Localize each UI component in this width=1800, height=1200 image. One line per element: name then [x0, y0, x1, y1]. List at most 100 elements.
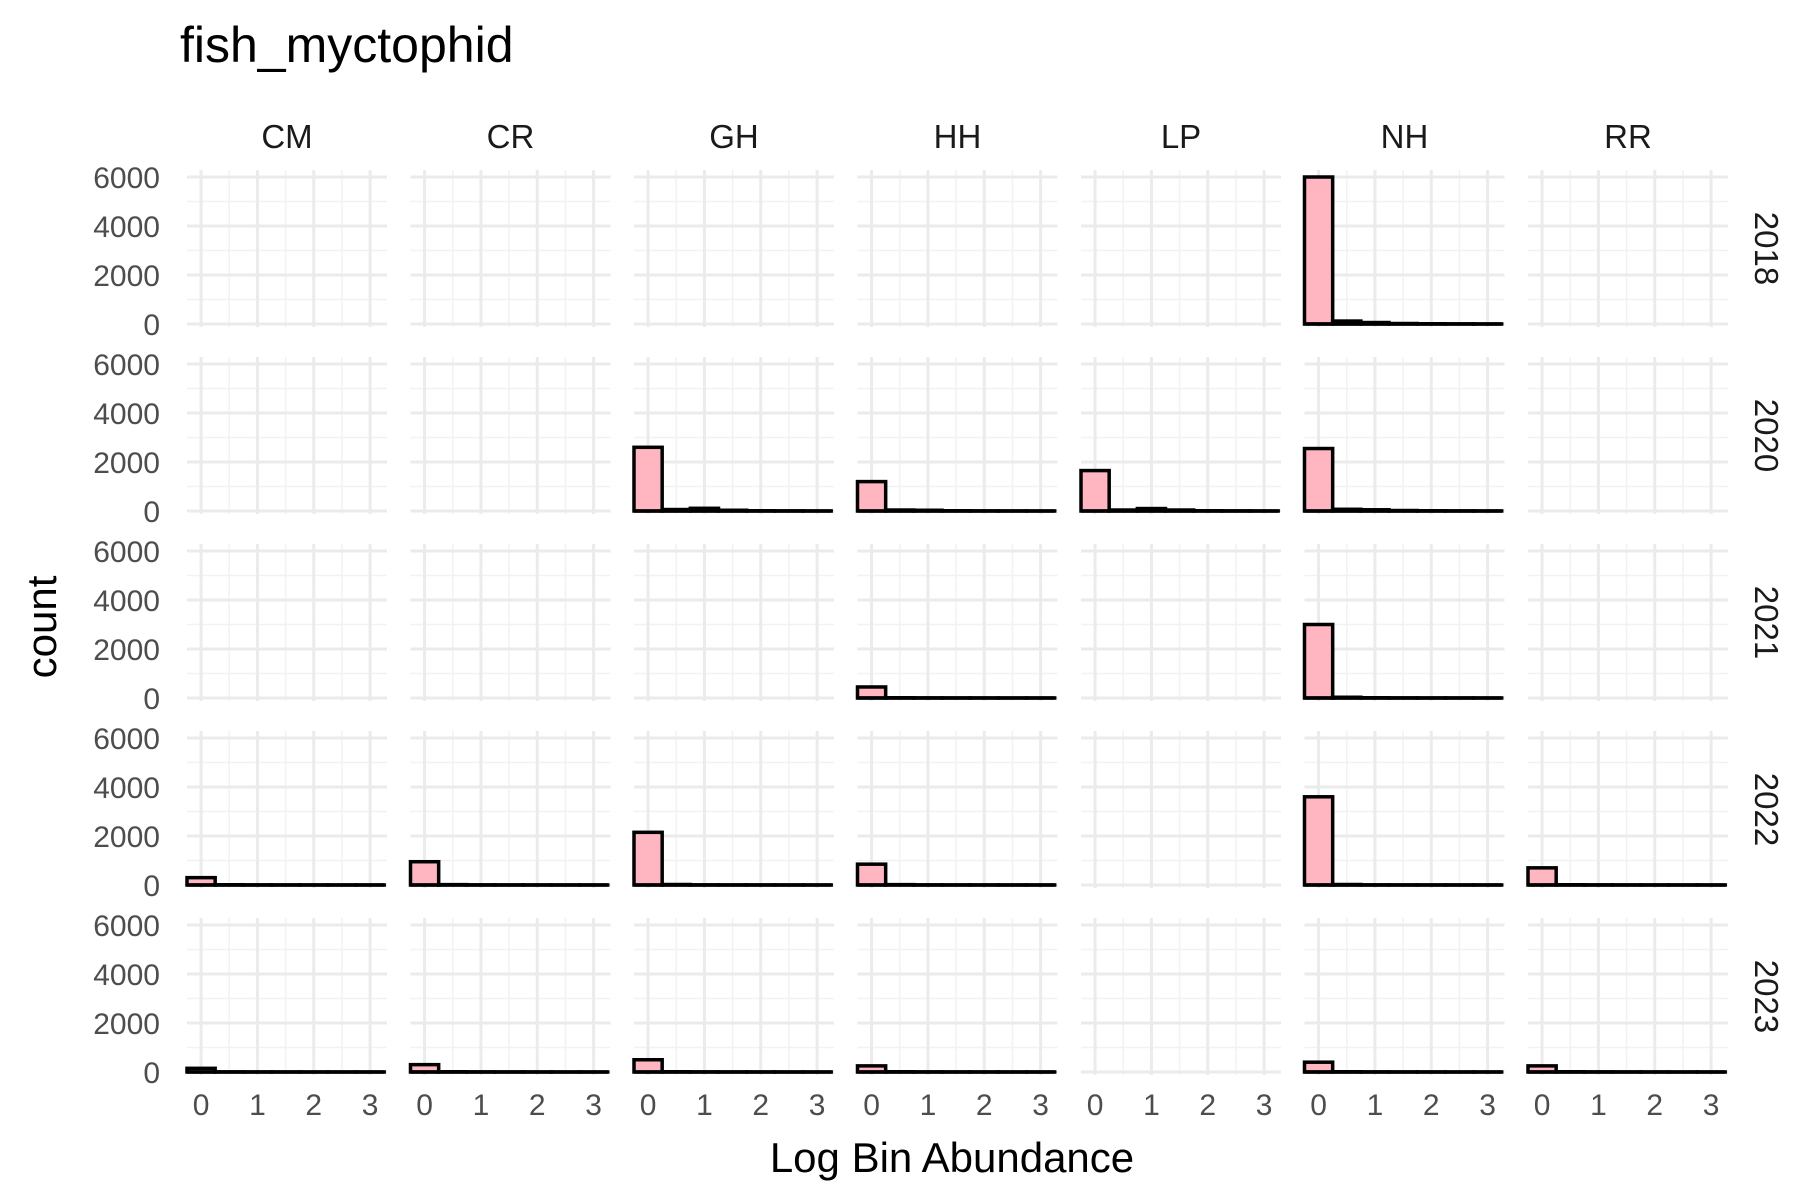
facet-panel-HH-2020: [855, 357, 1058, 514]
histogram-bars: [408, 1062, 610, 1074]
x-tick-label: 3: [1256, 1089, 1273, 1122]
facet-panel-CM-2021: 0 2000 4000 6000: [93, 536, 387, 716]
x-tick-label: 2: [529, 1089, 546, 1122]
x-tick-label: 1: [1590, 1089, 1607, 1122]
facet-panel-CR-2020: [410, 357, 611, 514]
histogram-bars: [1526, 1064, 1727, 1074]
facet-panel-LP-2018: LP: [1081, 118, 1281, 327]
histogram-bars: [1302, 1060, 1504, 1074]
facet-panel-HH-2021: [855, 544, 1058, 701]
x-tick-label: 2: [305, 1089, 322, 1122]
x-tick-label: 3: [585, 1089, 602, 1122]
histogram-bar: [632, 830, 664, 887]
x-tick-label: 2: [1646, 1089, 1663, 1122]
facet-panel-HH-2023: 0 1 2 3: [855, 918, 1058, 1122]
facet-panel-NH-2020: [1302, 357, 1505, 514]
facet-panel-RR-2020: 2020: [1528, 357, 1785, 514]
x-tick-label: 2: [752, 1089, 769, 1122]
histogram-bars: [1526, 866, 1727, 887]
facet-row-label: 2021: [1748, 586, 1785, 659]
facet-panel-GH-2022: [632, 731, 834, 888]
histogram-bar: [1526, 866, 1558, 887]
facet-panel-NH-2021: [1302, 544, 1505, 701]
y-tick-label: 4000: [93, 398, 160, 431]
y-tick-label: 2000: [93, 260, 160, 293]
facet-row-label: 2022: [1748, 773, 1785, 846]
histogram-bars: [185, 875, 386, 887]
y-tick-label: 4000: [93, 959, 160, 992]
x-tick-label: 1: [696, 1089, 713, 1122]
histogram-bars: [185, 1066, 386, 1074]
facet-row-label: 2020: [1748, 399, 1785, 472]
histogram-bar: [632, 1058, 664, 1074]
y-tick-label: 0: [143, 309, 160, 342]
x-tick-label: 0: [193, 1089, 210, 1122]
y-tick-label: 2000: [93, 634, 160, 667]
x-tick-label: 3: [362, 1089, 379, 1122]
histogram-bar: [1079, 468, 1111, 513]
facet-panel-CM-2022: 0 2000 4000 6000: [93, 723, 387, 903]
facet-column-label: CM: [261, 118, 312, 155]
histogram-bars: [855, 862, 1057, 887]
facet-panel-GH-2018: GH: [634, 118, 834, 327]
facet-panel-RR-2023: 0 1 2 3 2023: [1526, 918, 1785, 1122]
facet-panel-CR-2022: [408, 731, 611, 888]
x-tick-label: 1: [1143, 1089, 1160, 1122]
facet-column-label: GH: [709, 118, 759, 155]
facet-panel-NH-2022: [1302, 731, 1505, 888]
x-tick-label: 1: [473, 1089, 490, 1122]
facet-column-label: LP: [1161, 118, 1201, 155]
y-axis-title: count: [18, 575, 65, 678]
histogram-bars: [1302, 446, 1504, 513]
x-tick-label: 0: [1534, 1089, 1551, 1122]
x-tick-label: 3: [809, 1089, 826, 1122]
y-tick-label: 6000: [93, 349, 160, 382]
histogram-bars: [632, 830, 833, 887]
facet-panel-RR-2018: RR 2018: [1528, 118, 1785, 327]
facet-panel-RR-2022: 2022: [1526, 731, 1785, 888]
x-tick-label: 2: [1423, 1089, 1440, 1122]
x-tick-label: 0: [416, 1089, 433, 1122]
facet-panel-CR-2018: CR: [410, 118, 611, 327]
facet-panel-RR-2021: 2021: [1528, 544, 1785, 701]
facet-panel-CR-2021: [410, 544, 611, 701]
y-tick-label: 6000: [93, 723, 160, 756]
x-tick-label: 1: [1367, 1089, 1384, 1122]
y-tick-label: 0: [143, 1057, 160, 1090]
x-axis-title: Log Bin Abundance: [770, 1134, 1134, 1181]
facet-panel-GH-2023: 0 1 2 3: [632, 918, 834, 1122]
y-tick-label: 4000: [93, 585, 160, 618]
y-tick-label: 0: [143, 496, 160, 529]
y-tick-label: 6000: [93, 162, 160, 195]
histogram-bars: [1079, 468, 1280, 513]
facet-panel-NH-2018: NH: [1302, 118, 1505, 327]
chart-title: fish_myctophid: [180, 17, 514, 73]
histogram-bars: [632, 1058, 833, 1074]
facet-panel-HH-2018: HH: [857, 118, 1058, 327]
x-tick-label: 2: [1199, 1089, 1216, 1122]
facet-panel-GH-2021: [634, 544, 834, 701]
histogram-bars: [1302, 622, 1504, 700]
y-tick-label: 2000: [93, 447, 160, 480]
facet-panel-CM-2018: 0 2000 4000 6000 CM: [93, 118, 387, 342]
y-tick-label: 4000: [93, 211, 160, 244]
x-tick-label: 3: [1479, 1089, 1496, 1122]
facet-panel-NH-2023: 0 1 2 3: [1302, 918, 1505, 1122]
histogram-bars: [408, 859, 610, 887]
x-tick-label: 1: [920, 1089, 937, 1122]
x-tick-label: 1: [249, 1089, 266, 1122]
facet-column-label: NH: [1381, 118, 1429, 155]
histogram-bars: [1302, 175, 1504, 326]
histogram-bar: [855, 479, 888, 513]
histogram-bar: [1302, 622, 1335, 700]
histogram-bar: [1302, 446, 1335, 513]
y-tick-label: 6000: [93, 910, 160, 943]
facet-panel-CM-2023: 0 2000 4000 6000 0 1 2 3: [93, 910, 387, 1122]
facet-panel-HH-2022: [855, 731, 1058, 888]
facet-column-label: HH: [934, 118, 982, 155]
x-tick-label: 3: [1703, 1089, 1720, 1122]
histogram-bar: [1302, 175, 1335, 326]
facet-panel-LP-2022: [1081, 731, 1281, 888]
